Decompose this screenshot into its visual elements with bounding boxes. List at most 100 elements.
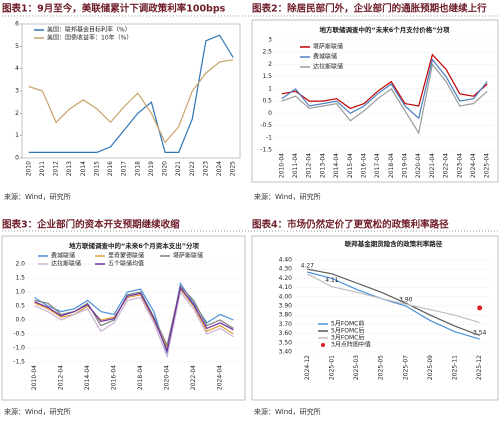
y-tick-label: 2 [15, 110, 19, 117]
series-line [307, 273, 480, 324]
series-line [34, 287, 234, 350]
source: 来源：Wind，研究所 [254, 407, 321, 416]
source: 来源：Wind，研究所 [254, 192, 321, 201]
x-tick-label: 2018 [134, 161, 141, 176]
data-label: 4.27 [301, 262, 315, 269]
x-tick-label: 2021-04 [429, 153, 436, 178]
x-tick-label: 2022-04 [190, 365, 197, 390]
x-tick-label: 2014-04 [333, 153, 340, 178]
y-tick-label: 3.80 [279, 312, 293, 319]
legend-label: 堪萨斯联储 [313, 43, 343, 51]
y-tick-label: 3.60 [279, 330, 293, 337]
x-tick-label: 2024 [216, 161, 223, 176]
x-tick-label: 2024-12 [304, 355, 311, 380]
source: 来源：Wind，研究所 [4, 192, 71, 201]
chart-title: 联邦基金期货隐含的政策利率路径 [345, 239, 443, 248]
x-tick-label: 2020-04 [164, 365, 171, 390]
series-line [34, 290, 234, 359]
data-label: 3.54 [473, 330, 487, 337]
y-tick-label: 3.40 [279, 349, 293, 356]
y-tick-label: 2 [268, 61, 272, 68]
legend-label: 美国：国债收益率：10年（%） [47, 34, 132, 42]
x-tick-label: 2024-04 [217, 365, 224, 390]
y-tick-label: 4.40 [279, 257, 293, 264]
x-tick-label: 2010-04 [278, 153, 285, 178]
y-tick-label: 1.5 [262, 73, 272, 80]
y-tick-label: 4.30 [279, 266, 293, 273]
legend-label: 里奇蒙德联储 [108, 252, 144, 260]
y-tick-label: 3 [268, 37, 272, 44]
x-tick-label: 2020-04 [415, 153, 422, 178]
x-tick-label: 2021 [175, 161, 182, 176]
series-line [281, 63, 488, 135]
x-tick-label: 2025-03 [353, 355, 360, 380]
x-tick-label: 2023 [202, 161, 209, 176]
x-tick-label: 2017 [121, 161, 128, 176]
series-line [281, 58, 488, 120]
source: 来源：Wind，研究所 [4, 407, 71, 416]
y-tick-label: 5 [15, 43, 19, 50]
figure-title: 图表1：9月至今，美联储累计下调政策利率100bps [2, 3, 226, 15]
series-line [28, 59, 234, 144]
legend-label: 美国：联邦基金目标利率（%） [47, 26, 131, 34]
y-tick-label: 0.5 [262, 98, 272, 105]
x-tick-label: 2022 [189, 161, 196, 176]
y-tick-label: -1.5 [13, 359, 25, 366]
x-tick-label: 2017-04 [374, 153, 381, 178]
x-tick-label: 2019-04 [402, 153, 409, 178]
figure-title: 图表3：企业部门的资本开支预期继续收缩 [2, 219, 180, 231]
x-tick-label: 2012 [53, 161, 60, 176]
y-tick-label: 0 [15, 155, 19, 162]
x-tick-label: 2013-04 [319, 153, 326, 178]
y-tick-label: -1.0 [13, 345, 25, 352]
series-line [281, 53, 488, 110]
y-tick-label: 3.70 [279, 321, 293, 328]
figure-title: 图表2：除居民部门外，企业部门的通胀预期也继续上行 [252, 3, 487, 15]
y-tick-label: 6 [15, 21, 19, 28]
x-tick-label: 2025-09 [427, 355, 434, 380]
y-tick-label: -0.5 [260, 122, 272, 129]
x-tick-label: 2025 [230, 161, 237, 176]
legend-label: 5月FOMC后 [331, 327, 364, 335]
legend-swatch [321, 343, 325, 347]
y-tick-label: 1.0 [15, 289, 25, 296]
x-tick-label: 2011-04 [292, 153, 299, 178]
y-tick-label: -0.5 [13, 331, 25, 338]
y-tick-label: 0 [268, 110, 272, 117]
y-tick-label: 2.0 [15, 261, 25, 268]
x-tick-label: 2025-12 [476, 355, 483, 380]
y-tick-label: 3.90 [279, 303, 293, 310]
x-tick-label: 2024-04 [470, 153, 477, 178]
frame [251, 235, 499, 401]
series-line [34, 286, 234, 353]
x-tick-label: 2025-01 [328, 355, 335, 380]
y-tick-label: 4.20 [279, 275, 293, 282]
x-tick-label: 2011 [39, 161, 46, 176]
x-tick-label: 2022-04 [443, 153, 450, 178]
y-tick-label: 0.5 [15, 303, 25, 310]
data-label: 4.11 [325, 277, 339, 284]
x-tick-label: 2014 [80, 161, 87, 176]
chart-title: 地方联储调查中的“未来6个月支付价格”分项 [319, 25, 450, 34]
chart-title: 地方联储调查中的“未来6个月资本支出”分项 [69, 241, 200, 250]
y-tick-label: 4.00 [279, 293, 293, 300]
x-tick-label: 2020 [162, 161, 169, 176]
series-line [307, 271, 480, 340]
x-tick-label: 2013 [66, 161, 73, 176]
x-tick-label: 2025-04 [484, 153, 491, 178]
series-line [307, 268, 480, 336]
x-tick-label: 2018-04 [137, 365, 144, 390]
y-tick-label: 1.5 [15, 275, 25, 282]
x-tick-label: 2019 [148, 161, 155, 176]
x-tick-label: 2010-04 [31, 365, 38, 390]
legend-label: 3月FOMC后 [331, 334, 364, 342]
frame [251, 19, 499, 183]
x-tick-label: 2015-04 [347, 153, 354, 178]
x-tick-label: 2025-11 [452, 355, 459, 380]
frame [1, 235, 246, 401]
data-label: 3.90 [399, 297, 413, 304]
x-tick-label: 2023-04 [456, 153, 463, 178]
legend-label: 费城联储 [51, 252, 75, 260]
